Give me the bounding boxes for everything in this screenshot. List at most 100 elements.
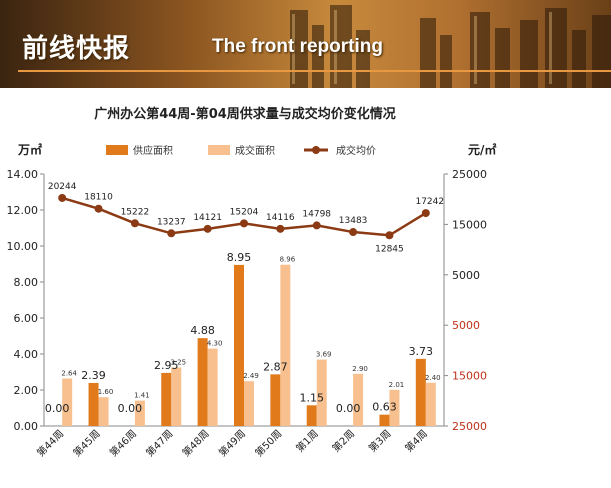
transaction-bar bbox=[425, 382, 436, 426]
supply-value-label: 2.39 bbox=[81, 369, 106, 382]
price-point bbox=[203, 224, 212, 233]
transaction-bar bbox=[98, 397, 109, 426]
supply-value-label: 0.63 bbox=[372, 401, 397, 414]
chart-legend: 供应面积 成交面积 成交均价 bbox=[106, 144, 376, 157]
price-value-label: 20244 bbox=[48, 182, 77, 192]
right-tick-label: 5000 bbox=[452, 319, 480, 332]
price-point bbox=[130, 219, 139, 228]
category-label: 第48周 bbox=[179, 427, 211, 459]
left-tick-label: 12.00 bbox=[7, 204, 39, 217]
left-tick-label: 2.00 bbox=[14, 384, 39, 397]
legend-swatch-transaction bbox=[208, 145, 230, 155]
supply-value-label: 4.88 bbox=[190, 324, 215, 337]
supply-bar bbox=[379, 414, 390, 426]
category-label: 第45周 bbox=[70, 427, 102, 459]
skyline-graphic bbox=[290, 5, 611, 88]
transaction-bar bbox=[280, 264, 291, 426]
transaction-bar bbox=[207, 348, 218, 426]
transaction-bar bbox=[316, 359, 327, 426]
banner-divider bbox=[18, 70, 611, 72]
price-value-label: 14798 bbox=[302, 209, 331, 219]
category-label: 第4周 bbox=[402, 427, 430, 455]
category-label: 第44周 bbox=[34, 427, 66, 459]
header-banner: 前线快报 The front reporting bbox=[0, 0, 611, 88]
supply-value-label: 0.00 bbox=[45, 402, 70, 415]
supply-value-label: 2.87 bbox=[263, 360, 288, 373]
category-label: 第2周 bbox=[329, 427, 357, 455]
transaction-value-label: 3.25 bbox=[170, 359, 186, 367]
supply-value-label: 1.15 bbox=[299, 391, 324, 404]
supply-bar bbox=[415, 358, 426, 426]
transaction-value-label: 3.69 bbox=[316, 351, 332, 359]
supply-value-label: 0.00 bbox=[118, 402, 143, 415]
category-label: 第47周 bbox=[143, 427, 175, 459]
price-value-label: 14116 bbox=[266, 213, 295, 223]
price-value-label: 17242 bbox=[415, 197, 444, 207]
supply-bar bbox=[88, 382, 99, 426]
price-value-label: 13237 bbox=[157, 217, 186, 227]
transaction-bar bbox=[171, 367, 182, 426]
left-axis-unit: 万㎡ bbox=[17, 142, 42, 157]
price-point bbox=[240, 219, 248, 228]
banner-subtitle: The front reporting bbox=[212, 36, 383, 57]
transaction-bar bbox=[244, 381, 254, 426]
legend-label-supply: 供应面积 bbox=[133, 144, 173, 157]
banner-title: 前线快报 bbox=[22, 34, 131, 64]
left-tick-label: 14.00 bbox=[7, 168, 39, 181]
category-label: 第50周 bbox=[252, 427, 284, 459]
supply-bar bbox=[270, 374, 281, 426]
transaction-value-label: 2.40 bbox=[425, 374, 441, 382]
price-value-label: 12845 bbox=[375, 244, 404, 254]
transaction-value-label: 4.30 bbox=[207, 340, 223, 348]
plot-area: 0.00 2.00 4.00 6.00 8.00 10.00 12.00 14.00 25000… bbox=[7, 168, 488, 459]
transaction-bar bbox=[134, 400, 145, 426]
price-point bbox=[385, 231, 394, 240]
legend-swatch-supply bbox=[106, 145, 128, 155]
supply-bar bbox=[234, 264, 244, 426]
left-tick-label: 4.00 bbox=[14, 348, 39, 361]
right-tick-label: 25000 bbox=[452, 420, 487, 433]
transaction-value-label: 2.90 bbox=[352, 365, 368, 373]
left-tick-label: 6.00 bbox=[14, 312, 39, 325]
right-tick-label: 15000 bbox=[452, 218, 487, 231]
transaction-bar bbox=[389, 389, 400, 426]
price-value-label: 13483 bbox=[339, 216, 368, 226]
supply-value-label: 3.73 bbox=[409, 345, 434, 358]
supply-bar bbox=[161, 372, 172, 426]
price-value-label: 14121 bbox=[193, 213, 222, 223]
transaction-bar bbox=[353, 373, 364, 426]
category-label: 第1周 bbox=[293, 427, 321, 455]
supply-value-label: 8.95 bbox=[227, 251, 252, 264]
price-point bbox=[58, 193, 67, 202]
transaction-value-label: 8.96 bbox=[280, 256, 296, 264]
transaction-value-label: 2.01 bbox=[389, 381, 405, 389]
price-value-label: 15222 bbox=[121, 207, 150, 217]
supply-value-label: 2.95 bbox=[154, 359, 179, 372]
transaction-value-label: 1.41 bbox=[134, 392, 150, 400]
category-label: 第3周 bbox=[366, 427, 394, 455]
left-tick-label: 8.00 bbox=[14, 276, 39, 289]
right-tick-label: 25000 bbox=[452, 168, 487, 181]
price-value-label: 18110 bbox=[84, 193, 113, 203]
price-point bbox=[421, 209, 430, 218]
right-axis-unit: 元/㎡ bbox=[468, 142, 496, 157]
left-tick-label: 10.00 bbox=[7, 240, 39, 253]
supply-bar bbox=[197, 338, 208, 426]
transaction-value-label: 1.60 bbox=[98, 388, 114, 396]
price-point bbox=[349, 228, 358, 237]
legend-label-price: 成交均价 bbox=[336, 144, 376, 157]
chart-canvas: 广州办公第44周-第04周供求量与成交均价变化情况 万㎡ 元/㎡ 供应面积 成交… bbox=[7, 106, 497, 459]
price-value-label: 15204 bbox=[230, 207, 259, 217]
left-tick-label: 0.00 bbox=[14, 420, 39, 433]
supply-bar bbox=[306, 405, 317, 426]
supply-value-label: 0.00 bbox=[336, 402, 361, 415]
price-point bbox=[167, 229, 176, 238]
transaction-value-label: 2.49 bbox=[243, 372, 259, 380]
category-label: 第46周 bbox=[107, 427, 139, 459]
right-tick-label: 15000 bbox=[452, 370, 487, 383]
price-point bbox=[312, 221, 321, 230]
legend-label-transaction: 成交面积 bbox=[235, 144, 275, 157]
price-point bbox=[276, 224, 285, 233]
legend-marker-price bbox=[312, 146, 320, 154]
chart-title: 广州办公第44周-第04周供求量与成交均价变化情况 bbox=[94, 106, 396, 122]
